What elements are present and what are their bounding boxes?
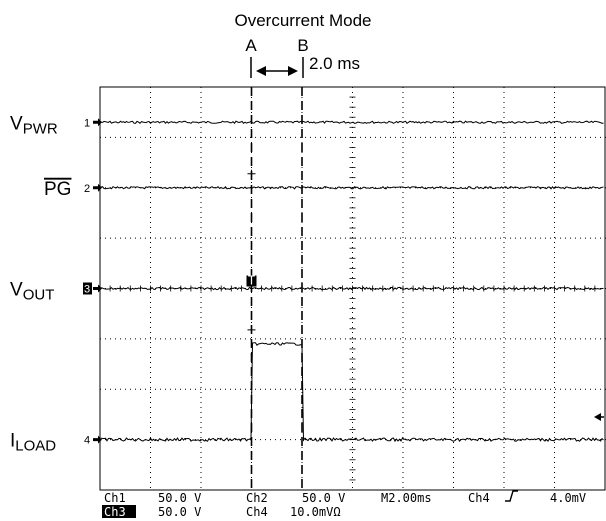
cursor-a-label: A: [245, 36, 257, 55]
readout-ch3-highlight: [102, 505, 136, 518]
channel-2-label: PG: [44, 179, 71, 200]
trace-ch2: [100, 185, 604, 190]
channel-3-marker: 3: [84, 284, 90, 296]
readout: Ch1 50.0 V Ch2 50.0 V M2.00ms Ch4 4.0mV …: [102, 490, 586, 519]
channel-3-label: VOUT: [10, 280, 54, 304]
rising-edge-icon: [505, 490, 518, 502]
channel-4-arrow-icon: [93, 435, 102, 444]
delta-label: 2.0 ms: [309, 54, 360, 73]
readout-ch4: Ch4: [246, 505, 268, 519]
channel-2-arrow-icon: [93, 183, 102, 192]
channel-4-label: ILOAD: [10, 431, 56, 455]
trigger-level-arrow: [594, 413, 604, 421]
channel-1-arrow-icon: [93, 118, 102, 127]
channel-2-marker: 2: [84, 183, 90, 195]
trigger-marker: T: [246, 274, 257, 288]
trace-ch1: [100, 120, 604, 125]
channel-labels: VPWR 1 PG 2 VOUT 3 ILOAD 4: [10, 113, 102, 455]
readout-ch1-scale: 50.0 V: [158, 491, 201, 505]
readout-timebase: M2.00ms: [381, 491, 432, 505]
readout-trigger-level: 4.0mV: [550, 491, 586, 505]
trace-ch4: [100, 342, 604, 443]
svg-text:T: T: [248, 274, 255, 288]
channel-3-arrow-icon: [93, 284, 102, 293]
readout-ch3-scale: 50.0 V: [158, 505, 201, 519]
readout-ch4-scale: 10.0mVΩ: [290, 505, 341, 519]
readout-ch1: Ch1: [104, 491, 126, 505]
cursor-b-label: B: [297, 36, 308, 55]
chart-title: Overcurrent Mode: [235, 11, 372, 30]
trace-ch3: [100, 286, 604, 291]
channel-1-label: VPWR: [10, 113, 58, 137]
cursor-crosshair-icon: [247, 169, 256, 178]
channel-4-marker: 4: [84, 435, 90, 447]
readout-trigger-source: Ch4: [468, 491, 490, 505]
readout-ch2-scale: 50.0 V: [302, 491, 345, 505]
readout-ch2: Ch2: [246, 491, 268, 505]
channel-1-marker: 1: [84, 117, 90, 129]
readout-ch3: Ch3: [104, 505, 126, 519]
delta-arrow: [256, 66, 298, 76]
cursor-crosshair-icon: [247, 325, 256, 334]
channel-3-marker-box: [83, 282, 92, 295]
